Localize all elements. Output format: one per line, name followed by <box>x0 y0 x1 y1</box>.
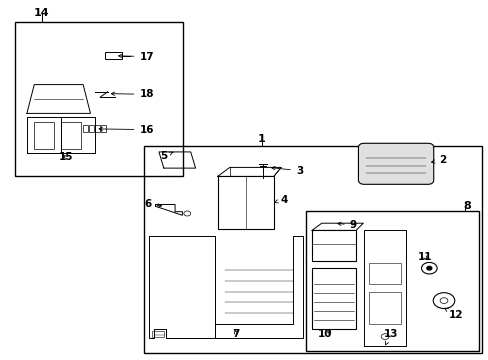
Bar <box>34 122 54 149</box>
Bar <box>311 268 355 329</box>
Text: 6: 6 <box>144 199 161 210</box>
Bar <box>101 125 105 132</box>
Bar <box>311 230 355 261</box>
Bar <box>305 211 478 351</box>
Text: 17: 17 <box>119 51 154 62</box>
Bar <box>368 263 400 284</box>
Text: 8: 8 <box>463 201 470 211</box>
Text: 3: 3 <box>271 166 303 176</box>
Bar <box>151 331 163 337</box>
Bar <box>144 146 481 353</box>
Text: 7: 7 <box>232 329 240 339</box>
Text: 11: 11 <box>417 252 432 262</box>
Text: 18: 18 <box>111 89 154 99</box>
Bar <box>61 122 81 149</box>
Circle shape <box>426 266 431 270</box>
Bar <box>15 22 183 176</box>
Text: 9: 9 <box>337 220 356 230</box>
Bar <box>89 125 94 132</box>
Text: 2: 2 <box>430 155 446 165</box>
Text: 13: 13 <box>383 329 398 345</box>
Text: 5: 5 <box>160 151 173 161</box>
Text: 12: 12 <box>444 308 462 320</box>
Text: 1: 1 <box>257 134 265 144</box>
Bar <box>83 125 88 132</box>
Bar <box>95 125 100 132</box>
Bar <box>217 176 273 229</box>
Text: 10: 10 <box>317 329 332 339</box>
Text: 16: 16 <box>99 125 154 135</box>
Text: 4: 4 <box>274 195 287 205</box>
FancyBboxPatch shape <box>358 143 433 184</box>
Bar <box>368 292 400 324</box>
Text: 15: 15 <box>59 152 73 162</box>
Bar <box>105 52 122 59</box>
Text: 14: 14 <box>34 8 49 18</box>
